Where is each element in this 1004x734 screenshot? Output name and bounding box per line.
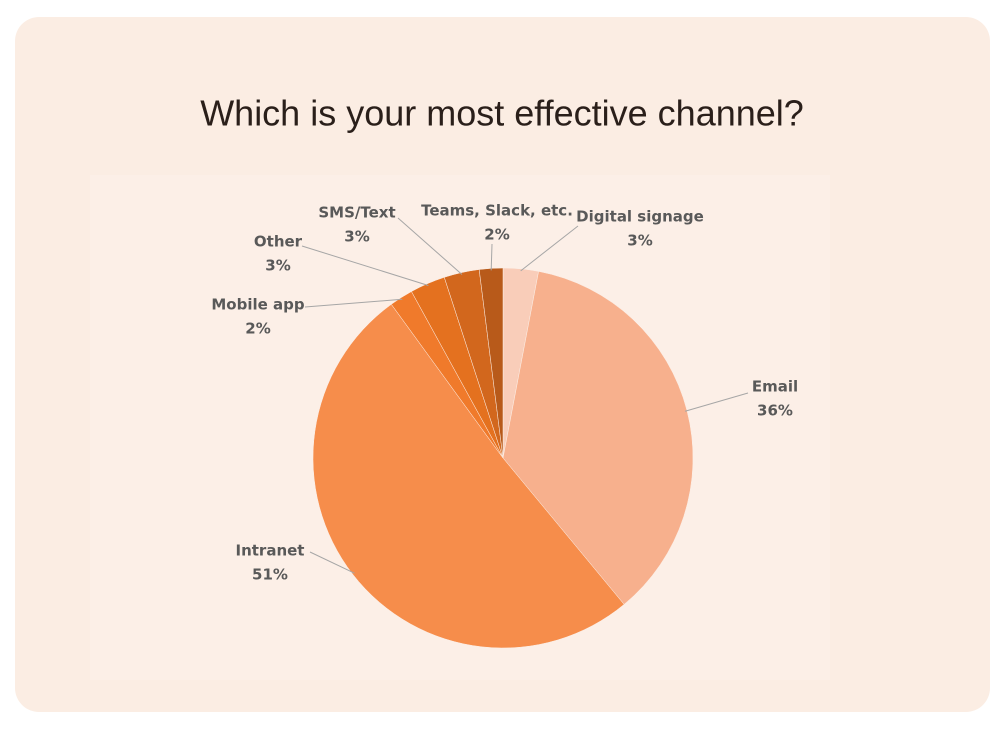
pie-slice [312,303,625,649]
slice-label: SMS/Text [318,204,395,222]
leader-line [397,217,463,275]
slice-label: Digital signage [576,208,704,226]
slice-value-label: 3% [344,228,369,246]
slice-label: Mobile app [211,296,305,314]
leader-line [309,551,355,574]
slice-value-label: 2% [245,320,270,338]
leader-line [520,225,579,272]
leader-line [304,298,403,308]
slice-value-label: 51% [252,566,288,584]
leader-line [490,243,493,271]
chart-title: Which is your most effective channel? [200,93,804,134]
leader-line [684,392,749,412]
slice-label: Other [254,233,303,251]
slice-value-label: 3% [265,257,290,275]
slice-value-label: 3% [627,232,652,250]
slice-value-label: 2% [484,226,509,244]
leader-line [301,245,429,286]
slice-label: Intranet [236,542,305,560]
slice-value-label: 36% [757,402,793,420]
slice-label: Teams, Slack, etc. [421,202,573,220]
slice-label: Email [752,378,798,396]
